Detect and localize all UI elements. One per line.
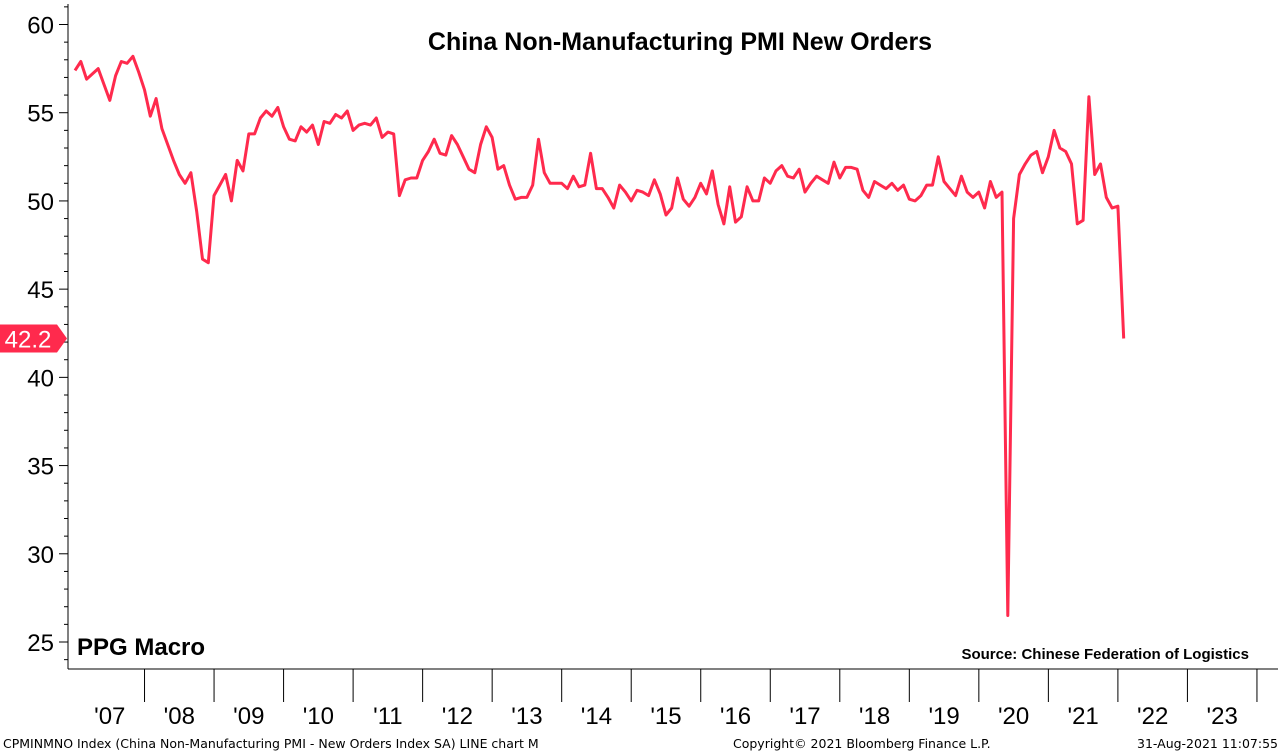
- timestamp-text: 31-Aug-2021 11:07:55: [1137, 736, 1278, 751]
- year-label: '17: [789, 703, 820, 730]
- label-layer: China Non-Manufacturing PMI New Orders P…: [3, 28, 1278, 751]
- watermark-text: PPG Macro: [77, 634, 205, 661]
- source-text: Source: Chinese Federation of Logistics: [961, 646, 1249, 663]
- year-label: '16: [720, 703, 751, 730]
- last-value-flag: [0, 324, 67, 353]
- last-value-label: 42.2: [5, 327, 52, 354]
- year-label: '15: [650, 703, 681, 730]
- y-tick-label: 60: [27, 13, 54, 40]
- grid-layer: [144, 669, 1258, 702]
- y-tick-label: 45: [27, 277, 54, 304]
- year-label: '07: [94, 703, 125, 730]
- year-label: '22: [1137, 703, 1168, 730]
- y-tick-label: 35: [27, 454, 54, 481]
- year-label: '18: [859, 703, 890, 730]
- year-label: '13: [511, 703, 542, 730]
- chart-title: China Non-Manufacturing PMI New Orders: [428, 28, 932, 56]
- y-tick-label: 30: [27, 542, 54, 569]
- series-line: [73, 54, 1126, 617]
- year-label: '23: [1207, 703, 1238, 730]
- year-label: '11: [373, 703, 403, 730]
- copyright-text: Copyright© 2021 Bloomberg Finance L.P.: [733, 736, 991, 751]
- year-label: '20: [998, 703, 1029, 730]
- year-label: '21: [1067, 703, 1098, 730]
- year-label: '08: [164, 703, 195, 730]
- axis-layer: 25 30 35 40 45 50 55 60 '07 '08 '09 '10 '11 '12 '13 '14…: [0, 4, 1278, 730]
- year-label: '09: [233, 703, 264, 730]
- y-tick-label: 50: [27, 189, 54, 216]
- y-tick-label: 25: [27, 630, 54, 657]
- series-layer: [73, 54, 1126, 617]
- year-label: '19: [928, 703, 959, 730]
- year-label: '14: [581, 703, 612, 730]
- year-label: '12: [442, 703, 473, 730]
- footer-left-text: CPMINMNO Index (China Non-Manufacturing …: [3, 736, 539, 751]
- year-label: '10: [303, 703, 334, 730]
- y-tick-label: 55: [27, 101, 54, 128]
- y-tick-label: 40: [27, 365, 54, 392]
